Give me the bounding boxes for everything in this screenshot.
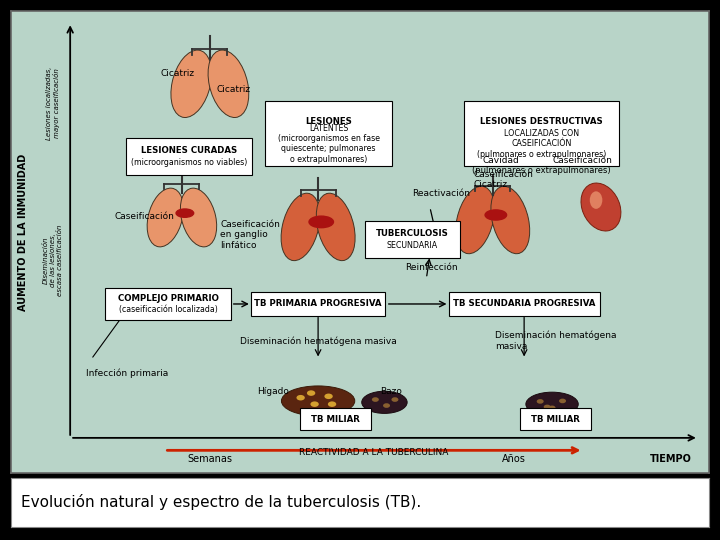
Text: SECUNDARIA: SECUNDARIA — [387, 241, 438, 249]
Circle shape — [536, 399, 544, 404]
Circle shape — [392, 397, 398, 402]
Text: REACTIVIDAD A LA TUBERCULINA: REACTIVIDAD A LA TUBERCULINA — [300, 448, 449, 457]
Text: (pulmonares o extrapulmonares): (pulmonares o extrapulmonares) — [472, 166, 611, 174]
Text: Evolución natural y espectro de la tuberculosis (TB).: Evolución natural y espectro de la tuber… — [22, 494, 421, 510]
Ellipse shape — [456, 186, 495, 254]
FancyBboxPatch shape — [266, 100, 392, 166]
Ellipse shape — [181, 188, 217, 247]
Circle shape — [325, 394, 333, 399]
Ellipse shape — [316, 193, 355, 261]
Text: Diseminación hematógena masiva: Diseminación hematógena masiva — [240, 336, 397, 346]
Circle shape — [549, 406, 556, 410]
FancyBboxPatch shape — [251, 292, 384, 316]
Text: LESIONES DESTRUCTIVAS: LESIONES DESTRUCTIVAS — [480, 117, 603, 126]
Text: (caseificación localizada): (caseificación localizada) — [119, 305, 217, 314]
Text: Caseificación: Caseificación — [552, 157, 612, 165]
Text: LESIONES: LESIONES — [305, 117, 352, 126]
Ellipse shape — [208, 50, 249, 118]
FancyBboxPatch shape — [449, 292, 600, 316]
Ellipse shape — [581, 183, 621, 231]
FancyBboxPatch shape — [464, 100, 618, 166]
Text: TB MILIAR: TB MILIAR — [531, 415, 580, 424]
Text: Lesiones localizadas,
mayor caseificación: Lesiones localizadas, mayor caseificació… — [45, 66, 60, 140]
Circle shape — [307, 390, 315, 396]
Text: Caseificación
Cicatriz: Caseificación Cicatriz — [474, 170, 534, 189]
Circle shape — [383, 403, 390, 408]
FancyBboxPatch shape — [521, 408, 591, 430]
Ellipse shape — [171, 50, 212, 118]
Ellipse shape — [147, 188, 184, 247]
Ellipse shape — [590, 191, 603, 209]
Text: (microorganismos no viables): (microorganismos no viables) — [131, 158, 247, 167]
Text: Reinfección: Reinfección — [405, 262, 458, 272]
Circle shape — [372, 397, 379, 402]
Ellipse shape — [491, 186, 530, 254]
Text: LATENTES
(microorganismos en fase
quiescente; pulmonares
o extrapulmonares): LATENTES (microorganismos en fase quiesc… — [278, 124, 379, 164]
Text: Reactivación: Reactivación — [413, 188, 470, 198]
Text: TUBERCULOSIS: TUBERCULOSIS — [376, 228, 449, 238]
Text: TB PRIMARIA PROGRESIVA: TB PRIMARIA PROGRESIVA — [254, 300, 382, 308]
Circle shape — [310, 401, 319, 407]
Text: Infección primaria: Infección primaria — [86, 368, 168, 378]
Text: COMPLEJO PRIMARIO: COMPLEJO PRIMARIO — [117, 294, 218, 303]
Text: LESIONES CURADAS: LESIONES CURADAS — [141, 145, 237, 154]
Ellipse shape — [281, 193, 320, 261]
Text: Hígado: Hígado — [257, 387, 289, 396]
Text: Cicatriz: Cicatriz — [217, 85, 251, 94]
FancyBboxPatch shape — [104, 288, 231, 320]
Circle shape — [544, 404, 551, 409]
Ellipse shape — [282, 386, 355, 416]
Text: Bazo: Bazo — [380, 387, 402, 396]
Ellipse shape — [309, 216, 333, 228]
Text: Cavidad: Cavidad — [482, 157, 519, 165]
Text: Caseificación
en ganglio
linfático: Caseificación en ganglio linfático — [220, 220, 280, 249]
Text: Años: Años — [502, 454, 526, 464]
Text: TIEMPO: TIEMPO — [650, 454, 692, 464]
Circle shape — [328, 401, 336, 407]
Ellipse shape — [176, 209, 194, 217]
Text: Semanas: Semanas — [187, 454, 233, 464]
Text: Diseminación
de las lesiones,
escasa caseificación: Diseminación de las lesiones, escasa cas… — [42, 225, 63, 296]
Text: Caseificación: Caseificación — [114, 212, 174, 221]
Text: Cicatriz: Cicatriz — [161, 69, 195, 78]
Text: Diseminación hematógena
masiva: Diseminación hematógena masiva — [495, 331, 616, 351]
Ellipse shape — [361, 392, 407, 414]
Text: TB SECUNDARIA PROGRESIVA: TB SECUNDARIA PROGRESIVA — [453, 300, 595, 308]
Circle shape — [297, 395, 305, 401]
Text: LOCALIZADAS CON
CASEIFICACIÓN
(pulmonares o extrapulmonares): LOCALIZADAS CON CASEIFICACIÓN (pulmonare… — [477, 129, 606, 159]
Text: AUMENTO DE LA INMUNIDAD: AUMENTO DE LA INMUNIDAD — [19, 154, 28, 311]
FancyBboxPatch shape — [365, 221, 460, 258]
Ellipse shape — [526, 392, 578, 416]
Circle shape — [559, 399, 566, 403]
Text: TB MILIAR: TB MILIAR — [311, 415, 360, 424]
FancyBboxPatch shape — [300, 408, 371, 430]
FancyBboxPatch shape — [126, 138, 252, 175]
Ellipse shape — [485, 210, 507, 220]
